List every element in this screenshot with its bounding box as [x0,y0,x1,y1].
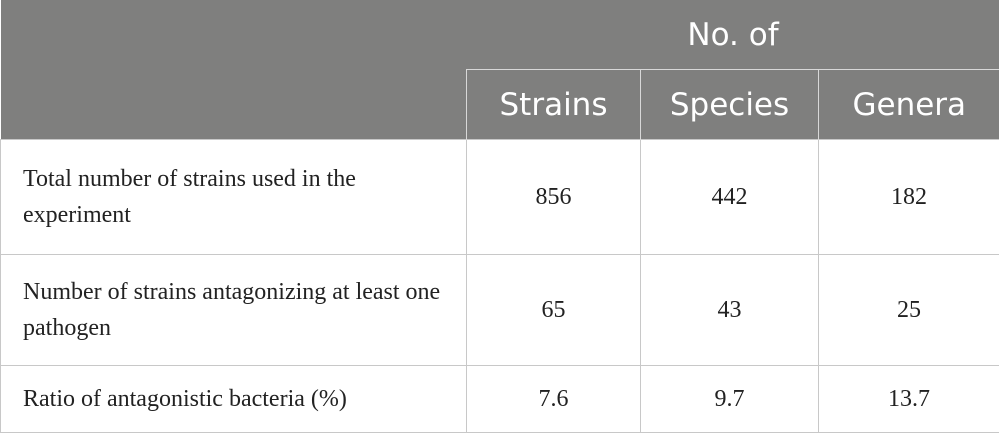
header-row: No. of [0,0,999,140]
cell: 7.6 [466,365,641,433]
cell: 9.7 [640,365,819,433]
cell: 442 [640,139,819,255]
table-row: Total number of strains used in the expe… [0,139,999,255]
group-header: No. of [466,0,999,70]
row-label: Number of strains antagonizing at least … [0,254,467,366]
cell: 182 [817,139,999,255]
cell: 856 [466,139,641,255]
column-header: Species [640,69,819,140]
row-label: Total number of strains used in the expe… [0,139,467,255]
header-corner [0,0,467,140]
cell: 25 [817,254,999,366]
row-label: Ratio of antagonistic bacteria (%) [0,365,467,433]
data-table: No. of Strains Species Genera Total numb… [0,0,999,433]
cell: 43 [640,254,819,366]
cell: 65 [466,254,641,366]
column-header: Genera [817,69,999,140]
header-row: Strains Species Genera [1,69,999,140]
column-header: Strains [466,69,641,140]
table-row: Number of strains antagonizing at least … [0,254,999,366]
table-row: Ratio of antagonistic bacteria (%) 7.6 9… [0,365,999,433]
cell: 13.7 [817,365,999,433]
